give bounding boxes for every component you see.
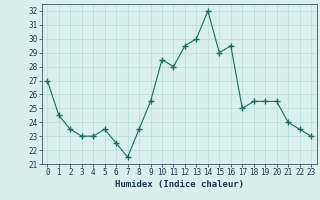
X-axis label: Humidex (Indice chaleur): Humidex (Indice chaleur) <box>115 180 244 189</box>
